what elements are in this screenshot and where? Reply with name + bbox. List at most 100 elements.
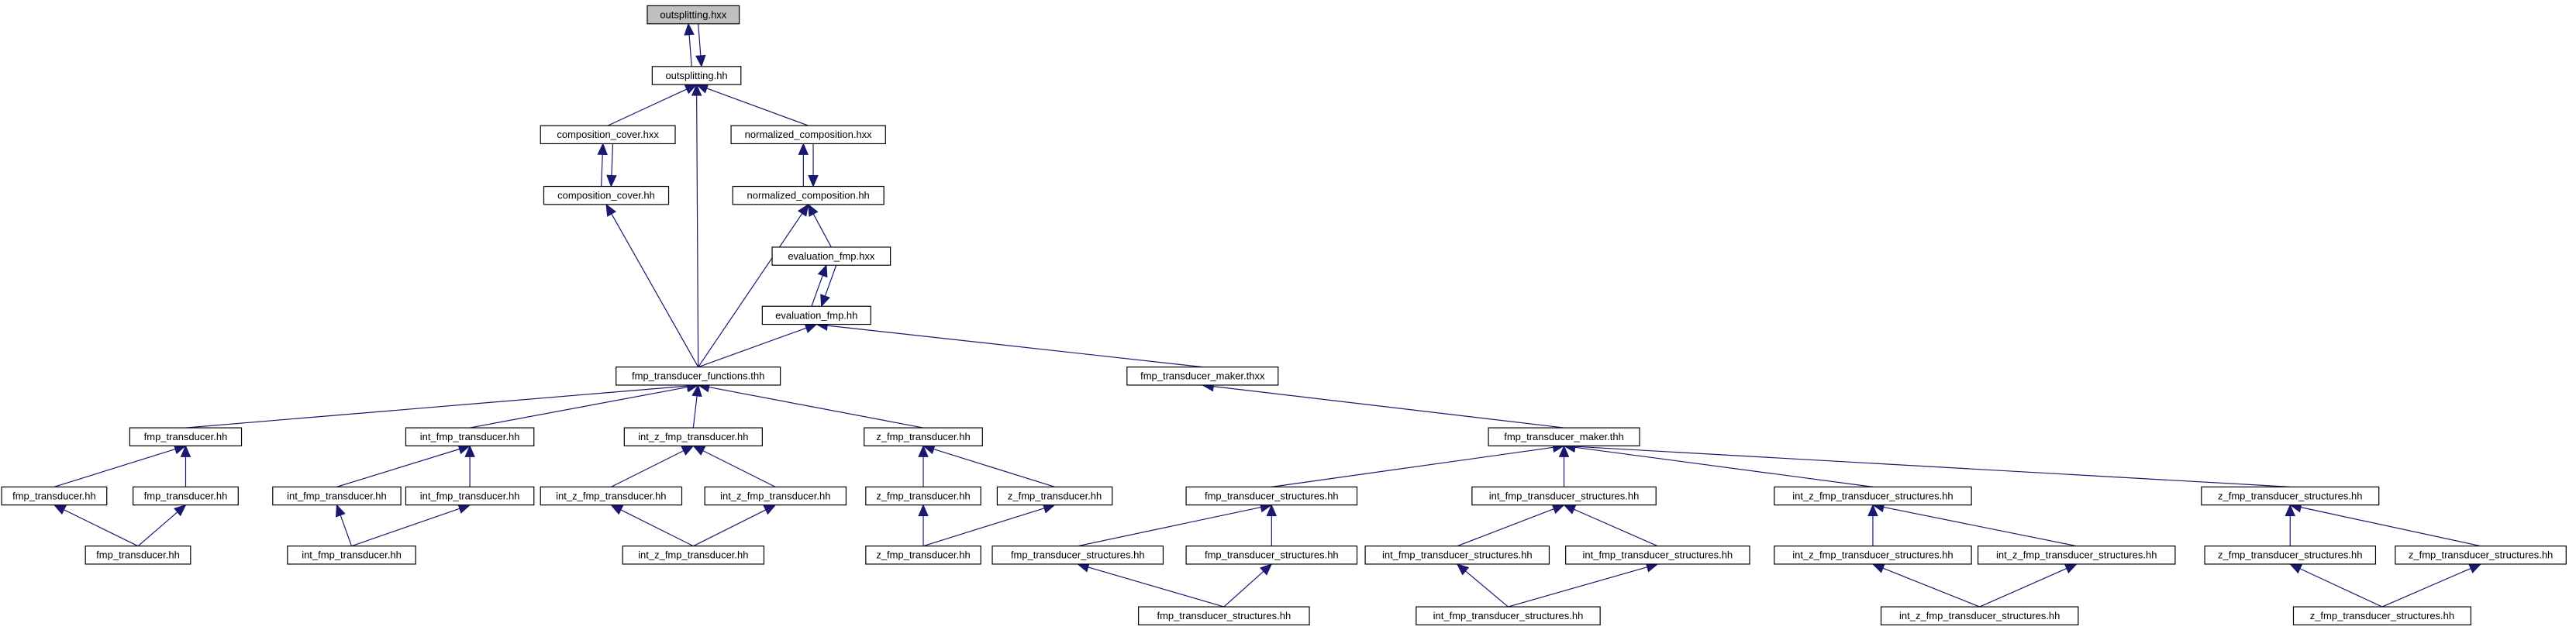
- edge: [340, 515, 353, 546]
- node-box: [287, 546, 416, 565]
- arrowhead: [2064, 563, 2078, 573]
- node-box: [865, 546, 981, 565]
- edges: [53, 22, 2482, 608]
- edge: [709, 386, 924, 429]
- node: int_z_fmp_transducer_structures.hh: [1880, 606, 2079, 625]
- node: normalized_composition.hh: [732, 185, 885, 205]
- node-label: normalized_composition.hxx: [745, 129, 873, 140]
- edge: [811, 275, 823, 307]
- arrowhead: [684, 22, 695, 36]
- edge: [706, 88, 809, 126]
- node-label: outsplitting.hh: [665, 70, 727, 81]
- node-box: [864, 427, 983, 446]
- arrowhead: [691, 384, 702, 398]
- node: int_fmp_transducer_structures.hh: [1364, 546, 1550, 565]
- node-label: int_z_fmp_transducer_structures.hh: [1792, 549, 1953, 561]
- node: int_fmp_transducer_structures.hh: [1471, 486, 1657, 506]
- edge: [1078, 506, 1261, 547]
- edge: [1979, 568, 2067, 608]
- node-label: z_fmp_transducer_structures.hh: [2218, 549, 2362, 561]
- node-box: [991, 546, 1164, 565]
- node: int_fmp_transducer.hh: [272, 486, 402, 506]
- node-label: fmp_transducer.hh: [12, 490, 96, 501]
- node-box: [1774, 486, 1972, 506]
- node-label: fmp_transducer_functions.thh: [632, 370, 764, 382]
- arrowhead: [457, 504, 471, 514]
- edge: [1574, 508, 1658, 547]
- node: fmp_transducer_maker.thxx: [1126, 367, 1279, 386]
- node-label: z_fmp_transducer_structures.hh: [2218, 490, 2362, 501]
- edge: [698, 327, 807, 368]
- arrowhead: [1259, 563, 1273, 576]
- node-box: [865, 486, 981, 506]
- arrowhead: [798, 143, 809, 155]
- node-box: [405, 486, 535, 506]
- node-box: [1977, 546, 2176, 565]
- node: fmp_transducer_maker.thh: [1488, 427, 1640, 446]
- node-box: [1126, 367, 1279, 386]
- node-box: [622, 546, 765, 565]
- node-box: [732, 185, 885, 205]
- node: fmp_transducer_functions.thh: [616, 367, 781, 386]
- edge: [601, 154, 603, 187]
- arrowhead: [797, 203, 809, 217]
- node-label: z_fmp_transducer.hh: [876, 490, 970, 501]
- node-label: normalized_composition.hh: [747, 190, 870, 201]
- node-box: [540, 486, 683, 506]
- arrowhead: [1551, 504, 1565, 515]
- edge: [1465, 570, 1509, 608]
- node: fmp_transducer_structures.hh: [1185, 486, 1358, 506]
- node: z_fmp_transducer.hh: [864, 427, 983, 446]
- node-label: fmp_transducer_maker.thxx: [1140, 370, 1265, 382]
- node: int_fmp_transducer_structures.hh: [1416, 606, 1601, 625]
- node-label: int_z_fmp_transducer_structures.hh: [1792, 490, 1953, 501]
- node: outsplitting.hh: [651, 66, 742, 85]
- node-label: fmp_transducer_structures.hh: [1205, 549, 1339, 561]
- node-box: [2395, 546, 2567, 565]
- edge: [611, 143, 614, 176]
- node: z_fmp_transducer_structures.hh: [2292, 606, 2471, 625]
- arrowhead: [918, 445, 929, 457]
- node: normalized_composition.hxx: [730, 125, 886, 145]
- node-box: [1565, 546, 1750, 565]
- node: z_fmp_transducer.hh: [865, 486, 981, 506]
- node: composition_cover.hh: [543, 185, 670, 205]
- edge: [1574, 446, 2291, 487]
- node-label: z_fmp_transducer_structures.hh: [2310, 610, 2454, 621]
- arrowhead: [53, 504, 67, 515]
- edge: [698, 23, 702, 56]
- node-label: int_z_fmp_transducer_structures.hh: [1899, 610, 2060, 621]
- edge: [933, 448, 1055, 487]
- node-label: evaluation_fmp.hxx: [788, 250, 875, 262]
- edge: [698, 213, 803, 367]
- edge: [688, 34, 692, 67]
- node: int_z_fmp_transducer_structures.hh: [1774, 486, 1972, 506]
- arrowhead: [918, 504, 929, 517]
- edge: [1882, 567, 1980, 608]
- node-box: [129, 427, 243, 446]
- node-box: [1138, 606, 1310, 625]
- edge: [607, 88, 688, 126]
- arrowhead: [817, 264, 828, 278]
- node-label: fmp_transducer_structures.hh: [1157, 610, 1291, 621]
- arrowhead: [1563, 504, 1577, 515]
- edge: [2299, 568, 2383, 608]
- edge: [137, 511, 178, 547]
- edge: [827, 325, 1203, 368]
- edge: [1088, 566, 1225, 608]
- node-box: [616, 367, 781, 386]
- arrowhead: [597, 143, 608, 156]
- node-box: [704, 486, 847, 506]
- arrowhead: [464, 445, 475, 457]
- arrowhead: [1266, 504, 1278, 517]
- edge: [64, 509, 139, 547]
- edge: [702, 450, 776, 487]
- node-box: [1364, 546, 1550, 565]
- node: fmp_transducer_structures.hh: [1138, 606, 1310, 625]
- node: int_z_fmp_transducer.hh: [623, 427, 763, 446]
- arrowhead: [691, 83, 702, 96]
- edge: [1223, 570, 1264, 608]
- node-label: int_fmp_transducer.hh: [287, 490, 387, 501]
- edge: [1213, 386, 1564, 429]
